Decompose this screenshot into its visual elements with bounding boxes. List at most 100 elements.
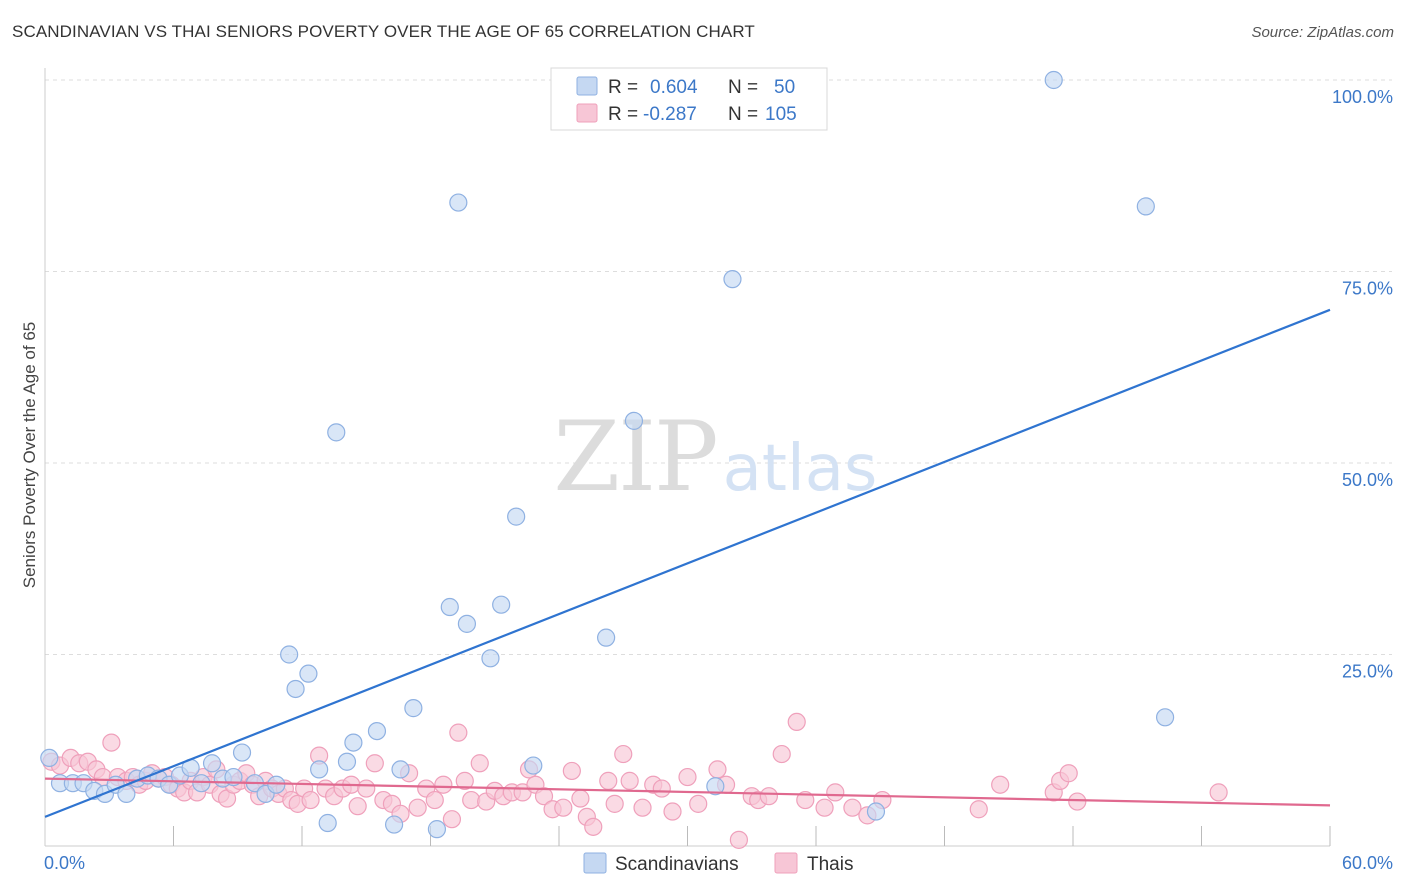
scandinavians-point	[224, 767, 243, 787]
scandinavians-point	[481, 649, 500, 668]
thais-point	[796, 790, 815, 810]
thais-point	[357, 779, 376, 798]
scandinavians-point	[202, 754, 222, 773]
thais-point	[1209, 783, 1228, 802]
thais-point	[455, 771, 474, 790]
scandinavians-point	[232, 743, 252, 762]
scandinavians-point	[1155, 708, 1175, 727]
scandinavians-point	[391, 760, 410, 779]
watermark-atlas: atlas	[723, 432, 878, 506]
scandinavians-point	[507, 507, 526, 526]
scandinavians-point	[286, 679, 305, 699]
thais-point	[826, 783, 845, 802]
scandinavians-point	[597, 628, 616, 647]
legend-scandinavians-swatch	[583, 852, 607, 874]
y-tick-label: 25.0%	[1342, 662, 1393, 682]
chart-title: SCANDINAVIAN VS THAI SENIORS POVERTY OVE…	[12, 22, 755, 41]
thais-point	[348, 797, 367, 816]
thais-point	[470, 754, 489, 773]
thais-point	[991, 775, 1010, 794]
series-scandinavians	[40, 70, 1175, 839]
thais-point	[599, 771, 618, 790]
thais-point	[425, 790, 444, 810]
scandinavians-point	[524, 756, 543, 775]
legend-row1-r-value: 0.604	[650, 77, 698, 98]
scandinavians-point	[337, 752, 357, 771]
scandinavians-point	[723, 270, 742, 289]
thais-point	[708, 760, 727, 779]
source-credit: Source: ZipAtlas.com	[1251, 24, 1394, 41]
scandinavians-point	[310, 760, 329, 779]
legend-blue-swatch	[576, 76, 598, 96]
thais-point	[663, 802, 682, 821]
scandinavians-point	[427, 820, 447, 839]
scandinavians-point	[457, 614, 477, 633]
scandinavians-trend-line	[44, 308, 1331, 818]
scandinavians-point	[706, 777, 725, 796]
thais-point	[408, 798, 427, 817]
scandinavians-point	[384, 815, 404, 834]
legend-stats: R = 0.604 N = 50 R = -0.287 N = 105	[550, 67, 828, 131]
x-tick-label-max: 60.0%	[1342, 853, 1393, 873]
legend-thais-label: Thais	[807, 854, 853, 875]
thais-point	[787, 712, 806, 732]
grid-layer	[45, 79, 1392, 655]
scandinavians-point	[404, 699, 423, 718]
thais-point	[759, 787, 778, 806]
scandinavians-point	[492, 595, 511, 614]
trend-lines	[44, 308, 1331, 818]
scandinavians-point	[344, 733, 363, 752]
legend-row2-r-value: -0.287	[643, 104, 697, 125]
thais-point	[678, 767, 697, 787]
scandinavians-point	[280, 645, 299, 664]
thais-point	[1068, 792, 1087, 811]
watermark: ZIP atlas	[553, 401, 877, 513]
thais-point	[365, 754, 384, 773]
legend-row1-n-value: 50	[774, 77, 795, 98]
legend-row2-r-label: R =	[608, 104, 638, 125]
scandinavians-point	[866, 802, 886, 821]
thais-point	[554, 798, 573, 817]
x-tick-label-min: 0.0%	[44, 853, 85, 873]
thais-point	[584, 817, 603, 836]
scandinavians-point	[1044, 70, 1063, 90]
scandinavians-point	[624, 411, 644, 430]
scandinavians-point	[1136, 197, 1155, 216]
y-tick-label: 100.0%	[1332, 87, 1393, 107]
legend-row2-n-label: N =	[728, 104, 758, 125]
scandinavians-point	[267, 775, 286, 794]
legend-series: Scandinavians Thais	[583, 852, 853, 875]
thais-point	[102, 733, 121, 752]
thais-point	[772, 744, 791, 764]
scandinavians-point	[318, 813, 337, 833]
legend-scandinavians-label: Scandinavians	[615, 854, 739, 875]
thais-point	[534, 787, 554, 806]
scandinavians-point	[449, 193, 468, 212]
thais-point	[605, 794, 624, 813]
thais-point	[614, 744, 633, 764]
legend-pink-swatch	[576, 103, 598, 123]
thais-point	[434, 775, 453, 794]
thais-point	[689, 794, 708, 813]
y-axis-label: Seniors Poverty Over the Age of 65	[20, 322, 39, 588]
y-tick-label: 50.0%	[1342, 470, 1393, 490]
thais-point	[729, 830, 749, 849]
thais-point	[652, 779, 671, 798]
legend-row2-n-value: 105	[765, 104, 797, 125]
thais-point	[462, 790, 481, 810]
scandinavians-point	[40, 748, 59, 768]
thais-point	[571, 789, 590, 808]
thais-point	[562, 761, 581, 781]
scandinavians-point	[440, 597, 459, 617]
thais-point	[969, 800, 988, 819]
scandinavians-point	[299, 664, 318, 683]
axes-layer	[44, 68, 1331, 847]
scandinavians-point	[327, 423, 346, 442]
thais-point	[843, 798, 862, 817]
scandinavians-point	[367, 721, 387, 741]
thais-point	[442, 810, 462, 829]
tick-labels-layer: 25.0% 50.0% 75.0% 100.0% 0.0% 60.0%	[44, 87, 1393, 873]
legend-row1-r-label: R =	[608, 77, 638, 98]
thais-point	[815, 798, 834, 817]
